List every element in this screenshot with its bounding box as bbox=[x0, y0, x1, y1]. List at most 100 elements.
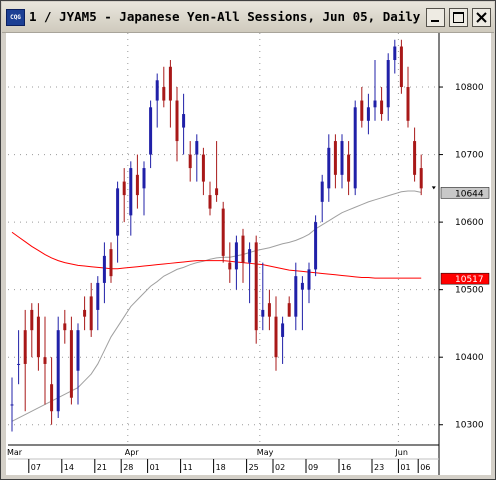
chart-area[interactable]: 10300 10400 10500 10600 10700 10800 Mar Apr May J… bbox=[6, 33, 491, 475]
candle-body bbox=[287, 303, 291, 317]
candle-body bbox=[294, 276, 298, 317]
candle-body bbox=[142, 168, 146, 189]
day-label: 23 bbox=[374, 463, 384, 472]
candle-body bbox=[43, 357, 47, 364]
candle-body bbox=[175, 100, 179, 142]
candle-body bbox=[320, 181, 324, 202]
day-label: 18 bbox=[216, 463, 226, 472]
maximize-button[interactable] bbox=[449, 8, 468, 27]
day-label: 07 bbox=[31, 463, 41, 472]
day-label: 21 bbox=[97, 463, 107, 472]
candle-body bbox=[327, 147, 331, 189]
minimize-button[interactable] bbox=[426, 8, 445, 27]
price-marker bbox=[440, 187, 490, 199]
candle-body bbox=[419, 168, 423, 189]
candle-body bbox=[360, 100, 364, 121]
candle-body bbox=[89, 296, 93, 331]
candle-body bbox=[122, 181, 126, 196]
candle-body bbox=[17, 363, 21, 365]
y-tick-label: 10600 bbox=[455, 218, 484, 228]
candle-body bbox=[10, 404, 14, 406]
price-marker bbox=[440, 272, 490, 285]
candle-body bbox=[36, 316, 40, 358]
month-label: May bbox=[257, 448, 274, 457]
candle-body bbox=[30, 309, 34, 331]
candle-body bbox=[83, 309, 87, 317]
candle-body bbox=[241, 235, 245, 263]
day-label: 28 bbox=[123, 463, 133, 472]
candle-body bbox=[208, 195, 212, 209]
candle-body bbox=[413, 141, 417, 175]
month-label: Mar bbox=[7, 448, 23, 457]
candle-body bbox=[353, 107, 357, 189]
candle-body bbox=[195, 141, 199, 155]
candle-body bbox=[340, 141, 344, 175]
candle-body bbox=[155, 80, 159, 101]
last-price-arrow bbox=[431, 186, 436, 190]
candle-body bbox=[102, 255, 106, 283]
month-label: Jun bbox=[394, 448, 408, 457]
candle-body bbox=[333, 141, 337, 175]
candle-body bbox=[215, 188, 219, 196]
candle-body bbox=[267, 303, 271, 317]
month-label: Apr bbox=[125, 448, 140, 457]
candle-body bbox=[274, 316, 278, 358]
day-label: 16 bbox=[341, 463, 351, 472]
candle-body bbox=[307, 269, 311, 290]
candle-body bbox=[50, 384, 54, 412]
y-tick-label: 10800 bbox=[455, 83, 484, 93]
candlestick-chart[interactable]: 10300 10400 10500 10600 10700 10800 Mar Apr May J… bbox=[6, 33, 491, 475]
y-tick-label: 10300 bbox=[455, 421, 484, 431]
candle-body bbox=[399, 46, 403, 88]
y-tick-label: 10400 bbox=[455, 353, 484, 363]
candle-body bbox=[406, 87, 410, 121]
candle-body bbox=[116, 188, 120, 236]
candle-body bbox=[23, 330, 27, 364]
candle-body bbox=[386, 60, 390, 108]
candle-body bbox=[135, 174, 139, 196]
candle-body bbox=[234, 242, 238, 270]
app-icon[interactable]: CQG bbox=[6, 9, 25, 26]
day-label: 01 bbox=[400, 463, 410, 472]
window-title: 1 / JYAM5 - Japanese Yen-All Sessions, J… bbox=[29, 9, 421, 24]
candle-body bbox=[182, 114, 186, 128]
candle-body bbox=[300, 282, 304, 290]
y-tick-label: 10500 bbox=[455, 286, 484, 296]
moving-average-line bbox=[11, 190, 422, 422]
day-label: 02 bbox=[275, 463, 285, 472]
candle-body bbox=[380, 100, 384, 115]
price-marker-label: 10517 bbox=[455, 275, 484, 285]
candle-body bbox=[109, 249, 113, 277]
candle-body bbox=[129, 168, 133, 216]
candle-body bbox=[248, 249, 252, 263]
candle-body bbox=[168, 66, 172, 101]
candle-body bbox=[162, 87, 166, 101]
candle-body bbox=[63, 323, 67, 331]
day-label: 01 bbox=[150, 463, 160, 472]
y-tick-label: 10700 bbox=[455, 151, 484, 161]
close-button[interactable] bbox=[472, 8, 491, 27]
candle-body bbox=[393, 46, 397, 61]
candle-body bbox=[281, 323, 285, 337]
candle-body bbox=[261, 309, 265, 317]
candle-body bbox=[221, 208, 225, 256]
day-label: 09 bbox=[308, 463, 318, 472]
candle-body bbox=[69, 330, 73, 398]
day-label: 25 bbox=[249, 463, 259, 472]
candle-body bbox=[149, 107, 153, 155]
candle-body bbox=[228, 262, 232, 270]
candle-body bbox=[56, 330, 60, 412]
title-bar[interactable]: CQG 1 / JYAM5 - Japanese Yen-All Session… bbox=[2, 2, 494, 33]
candle-body bbox=[201, 154, 205, 182]
price-marker-label: 10644 bbox=[455, 189, 484, 199]
day-label: 11 bbox=[183, 463, 193, 472]
day-label: 14 bbox=[64, 463, 74, 472]
candle-body bbox=[373, 100, 377, 108]
moving-average-line bbox=[11, 231, 422, 279]
candle-body bbox=[366, 107, 370, 121]
close-icon bbox=[476, 12, 487, 23]
candle-body bbox=[314, 222, 318, 270]
candle-body bbox=[188, 154, 192, 169]
candle-body bbox=[347, 154, 351, 182]
